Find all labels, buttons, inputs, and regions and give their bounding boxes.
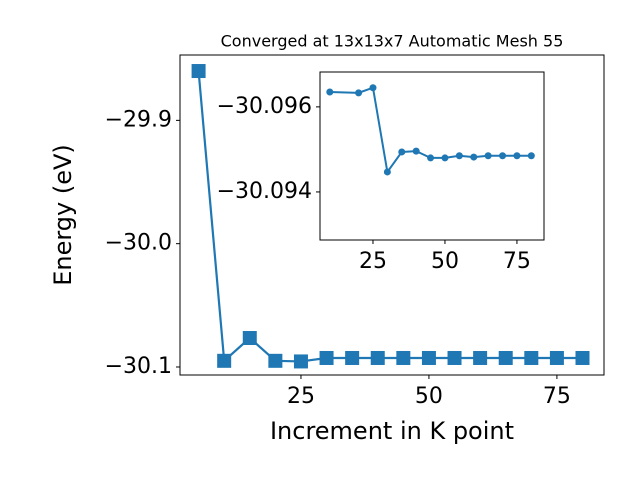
marker bbox=[268, 353, 283, 368]
marker bbox=[242, 331, 257, 346]
x-tick-label: 25 bbox=[287, 384, 315, 409]
marker bbox=[326, 88, 334, 96]
marker bbox=[319, 350, 334, 365]
marker bbox=[447, 350, 462, 365]
marker bbox=[524, 350, 539, 365]
marker bbox=[293, 354, 308, 369]
marker bbox=[473, 350, 488, 365]
marker bbox=[499, 152, 507, 160]
x-tick-label: 50 bbox=[431, 249, 459, 274]
marker bbox=[549, 350, 564, 365]
marker bbox=[421, 350, 436, 365]
x-tick-label: 50 bbox=[415, 384, 443, 409]
marker bbox=[345, 350, 360, 365]
marker bbox=[217, 353, 232, 368]
y-tick-label: −30.096 bbox=[217, 94, 312, 119]
marker bbox=[498, 350, 513, 365]
y-axis-label: Energy (eV) bbox=[49, 144, 77, 286]
marker bbox=[383, 168, 391, 176]
marker bbox=[527, 152, 535, 160]
marker bbox=[398, 148, 406, 156]
marker bbox=[455, 152, 463, 160]
marker bbox=[575, 350, 590, 365]
chart-title: Converged at 13x13x7 Automatic Mesh 55 bbox=[221, 32, 564, 51]
y-tick-label: −30.1 bbox=[105, 354, 172, 379]
marker bbox=[355, 89, 363, 97]
marker bbox=[412, 147, 420, 155]
marker bbox=[370, 350, 385, 365]
marker bbox=[396, 350, 411, 365]
marker bbox=[369, 84, 377, 92]
x-tick-label: 75 bbox=[503, 249, 531, 274]
y-tick-label: −29.9 bbox=[105, 107, 172, 132]
series-line bbox=[197, 70, 583, 364]
marker bbox=[191, 64, 206, 79]
marker bbox=[427, 154, 435, 162]
marker bbox=[470, 153, 478, 161]
x-tick-label: 25 bbox=[359, 249, 387, 274]
marker bbox=[441, 154, 449, 162]
x-tick-label: 75 bbox=[543, 384, 571, 409]
x-axis-label: Increment in K point bbox=[270, 417, 514, 445]
y-tick-label: −30.094 bbox=[217, 179, 312, 204]
marker bbox=[484, 152, 492, 160]
marker bbox=[513, 152, 521, 160]
y-tick-label: −30.0 bbox=[105, 231, 172, 256]
